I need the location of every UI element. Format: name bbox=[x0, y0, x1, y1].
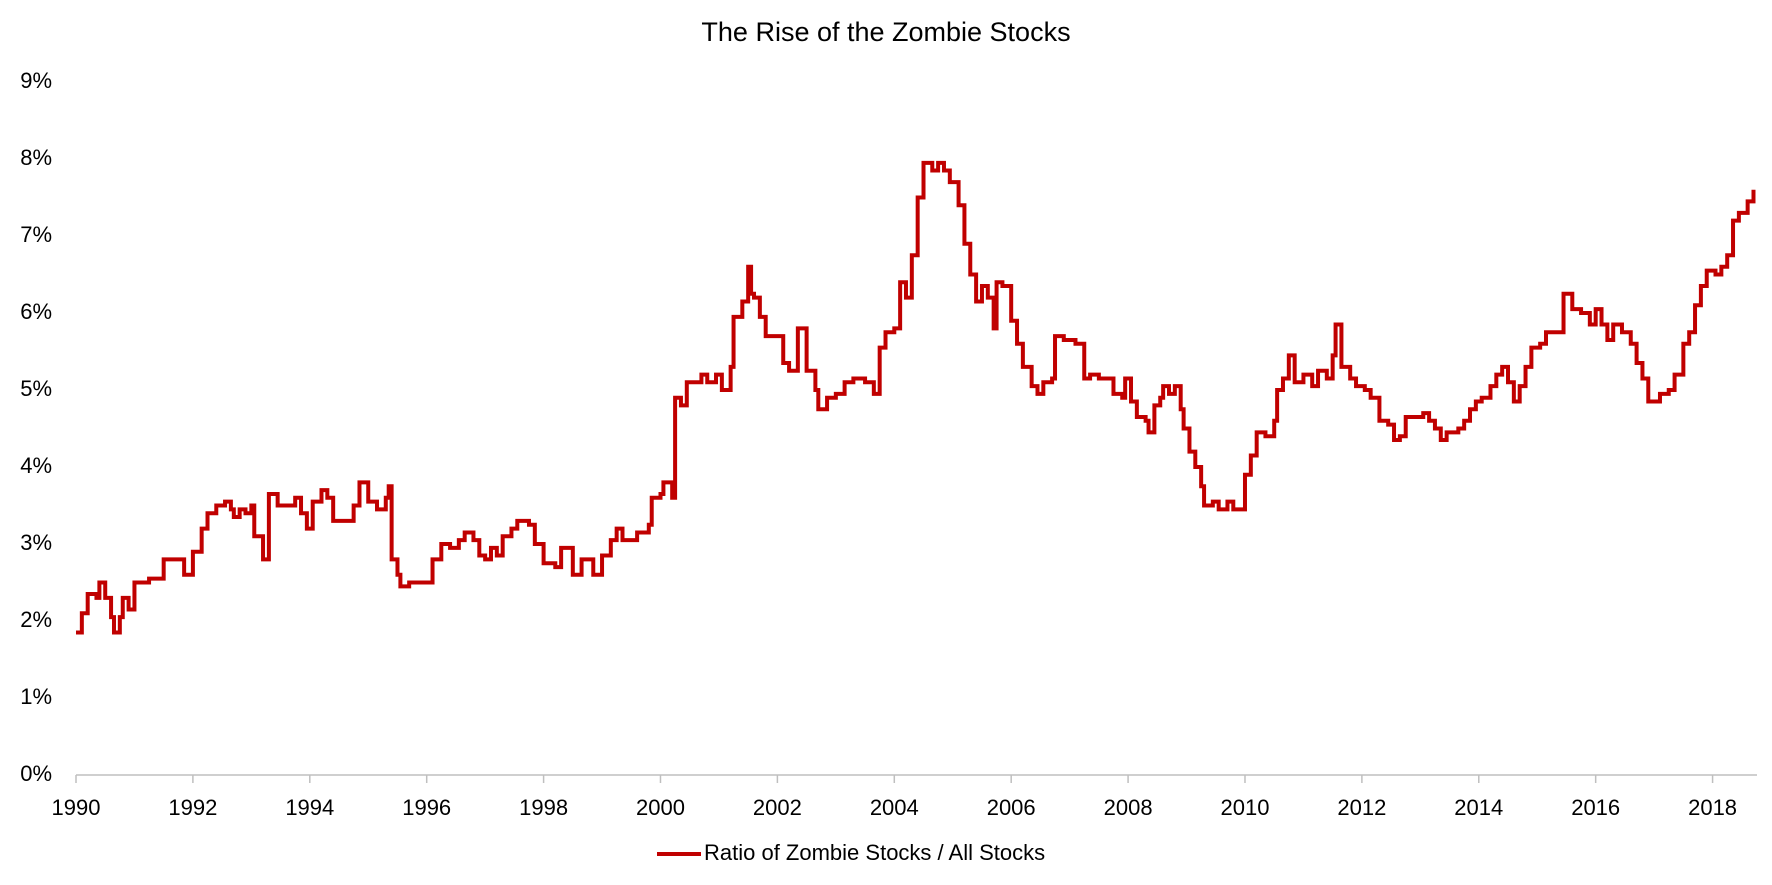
y-tick-label: 5% bbox=[20, 376, 52, 401]
x-tick-label: 1992 bbox=[168, 795, 217, 820]
y-tick-label: 6% bbox=[20, 299, 52, 324]
x-tick-label: 2008 bbox=[1104, 795, 1153, 820]
x-tick-label: 2016 bbox=[1571, 795, 1620, 820]
y-tick-label: 2% bbox=[20, 607, 52, 632]
x-tick-label: 1994 bbox=[285, 795, 334, 820]
x-tick-label: 2002 bbox=[753, 795, 802, 820]
x-tick-label: 1998 bbox=[519, 795, 568, 820]
y-tick-label: 7% bbox=[20, 222, 52, 247]
x-tick-label: 2018 bbox=[1688, 795, 1737, 820]
y-tick-label: 0% bbox=[20, 761, 52, 786]
x-tick-label: 2010 bbox=[1221, 795, 1270, 820]
x-tick-label: 2004 bbox=[870, 795, 919, 820]
series-line bbox=[76, 160, 1756, 635]
x-tick-label: 2012 bbox=[1337, 795, 1386, 820]
x-tick-label: 2006 bbox=[987, 795, 1036, 820]
chart-title: The Rise of the Zombie Stocks bbox=[701, 17, 1070, 47]
legend-label: Ratio of Zombie Stocks / All Stocks bbox=[704, 840, 1045, 865]
x-tick-label: 2014 bbox=[1454, 795, 1503, 820]
x-tick-label: 2000 bbox=[636, 795, 685, 820]
y-tick-label: 3% bbox=[20, 530, 52, 555]
y-tick-label: 9% bbox=[20, 68, 52, 93]
x-tick-label: 1990 bbox=[52, 795, 101, 820]
x-tick-label: 1996 bbox=[402, 795, 451, 820]
y-tick-label: 8% bbox=[20, 145, 52, 170]
y-tick-label: 1% bbox=[20, 684, 52, 709]
y-tick-label: 4% bbox=[20, 453, 52, 478]
